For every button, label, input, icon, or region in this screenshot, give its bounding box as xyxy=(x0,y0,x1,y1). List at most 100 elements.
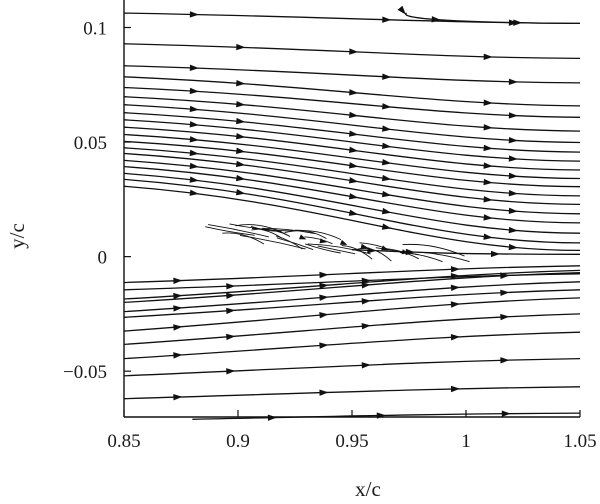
streamline-path xyxy=(123,159,581,215)
stream-arrow xyxy=(226,368,236,375)
recirculation-line xyxy=(222,232,265,245)
upper-streamline xyxy=(123,165,581,224)
stream-arrow xyxy=(450,266,460,273)
streamline-path xyxy=(123,272,581,304)
upper-streamline xyxy=(123,112,581,153)
stream-arrow xyxy=(381,159,392,166)
stream-arrow xyxy=(483,162,493,169)
recirculation-line xyxy=(205,226,255,236)
streamline-path xyxy=(123,178,581,244)
stream-arrow xyxy=(431,16,441,23)
stream-arrow xyxy=(360,243,368,249)
stream-arrow xyxy=(348,209,359,216)
stream-arrow xyxy=(235,147,246,154)
upper-streamline xyxy=(123,126,581,171)
stream-arrow xyxy=(483,233,493,240)
stream-arrow xyxy=(490,250,500,258)
stream-arrow xyxy=(189,176,199,183)
streamline-path xyxy=(123,313,581,346)
streamline-path xyxy=(123,96,581,132)
streamline-path xyxy=(123,86,581,118)
streamline-path xyxy=(123,185,581,252)
lower-streamline xyxy=(123,313,581,346)
upper-streamline xyxy=(123,96,581,132)
streamline-path xyxy=(123,172,581,234)
streamline-path xyxy=(123,43,581,60)
stream-arrow xyxy=(348,146,359,153)
y-tick-label: 0 xyxy=(98,248,108,269)
x-tick-label: 0.85 xyxy=(107,431,140,452)
stream-arrow xyxy=(450,334,460,341)
stream-arrow xyxy=(349,111,359,119)
lower-streamline xyxy=(123,357,581,377)
stream-arrow xyxy=(397,5,406,15)
upper-streamline xyxy=(123,147,581,197)
stream-arrow xyxy=(450,385,460,393)
stream-arrow xyxy=(401,249,409,255)
stream-arrow xyxy=(349,48,359,55)
stream-arrow xyxy=(508,112,518,119)
y-tick-label: 0.1 xyxy=(83,18,107,39)
stream-arrow xyxy=(381,142,392,149)
recirculation-line xyxy=(276,237,314,251)
streamlines xyxy=(123,5,581,421)
stream-arrow xyxy=(361,322,371,330)
stream-arrow xyxy=(235,174,246,182)
stream-arrow xyxy=(348,177,359,184)
stream-arrow xyxy=(508,207,518,214)
stream-arrow xyxy=(189,64,199,71)
upper-streamline xyxy=(123,172,581,234)
stream-arrow xyxy=(381,245,389,251)
y-tick-label: −0.05 xyxy=(63,362,107,383)
recirculation-line xyxy=(402,243,465,257)
stream-arrow xyxy=(236,79,246,87)
stream-arrow xyxy=(319,294,329,301)
stream-arrow xyxy=(236,43,246,51)
stream-arrow xyxy=(348,162,359,169)
stream-arrow xyxy=(483,178,493,186)
recirculation-line xyxy=(250,225,282,232)
recirculation-line xyxy=(304,236,333,245)
lower-streamline xyxy=(192,410,581,421)
recirculation-line xyxy=(317,245,356,255)
streamline-path xyxy=(123,65,581,84)
stream-arrow xyxy=(483,99,493,106)
stream-arrow xyxy=(483,144,493,152)
upper-streamline xyxy=(123,159,581,215)
upper-streamline xyxy=(397,5,581,26)
streamline-path xyxy=(123,126,581,171)
lower-streamline xyxy=(123,269,581,300)
stream-arrow xyxy=(189,11,199,18)
stream-arrow xyxy=(319,282,329,289)
stream-arrow xyxy=(381,190,392,198)
stream-arrow xyxy=(349,89,359,96)
stream-arrow xyxy=(319,271,329,279)
streamline-path xyxy=(123,386,581,400)
stream-arrow xyxy=(500,272,510,280)
stream-arrow xyxy=(361,282,371,289)
streamline-path xyxy=(123,147,581,197)
stream-arrow xyxy=(450,284,460,292)
stream-arrow xyxy=(173,305,183,312)
stream-arrow xyxy=(381,223,392,230)
stream-arrow xyxy=(236,133,246,140)
stream-arrow xyxy=(348,193,359,200)
stream-arrow xyxy=(319,311,329,319)
recirculation-line xyxy=(208,224,269,238)
stream-arrow xyxy=(508,172,518,180)
stream-arrow xyxy=(226,283,236,290)
streamline-path xyxy=(123,265,581,284)
recirculation-line xyxy=(407,251,470,263)
lower-streamline xyxy=(123,297,581,332)
stream-arrow xyxy=(173,277,183,285)
streamline-path xyxy=(123,269,581,300)
recirculation-line xyxy=(235,224,291,237)
stream-arrow xyxy=(235,189,246,196)
upper-streamline xyxy=(123,86,581,119)
stream-arrow xyxy=(508,136,518,144)
stream-arrow xyxy=(319,389,329,396)
y-tick-label: 0.05 xyxy=(74,133,107,154)
stream-arrow xyxy=(500,357,510,364)
upper-streamline xyxy=(123,43,581,60)
